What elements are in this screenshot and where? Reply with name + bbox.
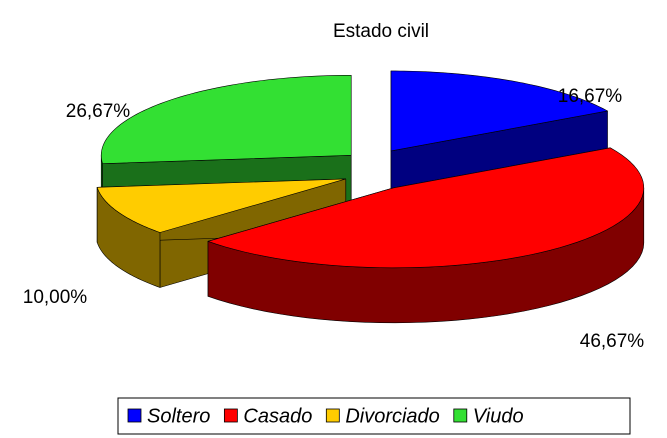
slice-top (207, 147, 645, 269)
pie-slice (207, 147, 645, 324)
legend-label: Casado (243, 405, 312, 427)
slice-top (96, 178, 347, 233)
legend-swatch (453, 408, 468, 423)
data-label: 46,67% (580, 331, 645, 352)
data-label: 26,67% (66, 101, 131, 122)
slice-top (100, 74, 352, 164)
data-label: 16,67% (558, 86, 623, 107)
chart-title: Estado civil (333, 21, 429, 42)
legend-label: Soltero (147, 405, 210, 427)
legend-swatch (325, 408, 340, 423)
legend-swatch (223, 408, 238, 423)
legend-label: Divorciado (345, 405, 439, 427)
legend-label: Viudo (473, 405, 524, 427)
legend-box (117, 397, 631, 435)
legend-swatch (127, 408, 142, 423)
slice-top (390, 70, 608, 152)
data-label: 10,00% (23, 287, 88, 308)
